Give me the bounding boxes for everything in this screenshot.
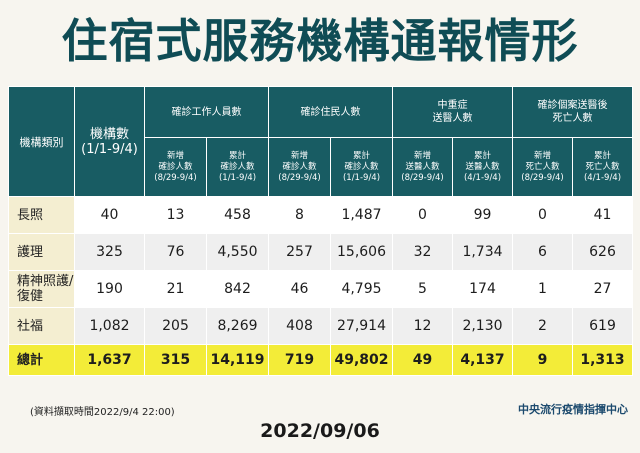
table-cell: 21 — [144, 270, 207, 308]
subheader-cell: 新增 死亡人數 (8/29-9/4) — [512, 137, 573, 197]
table-cell: 8,269 — [206, 307, 269, 345]
table-row: 長照 40 13 458 8 1,487 0 99 0 41 — [8, 196, 633, 234]
header-institutions-label: 機構數 — [89, 126, 129, 142]
subheader-cell: 新增 確診人數 (8/29-9/4) — [144, 137, 207, 197]
table-row: 護理 325 76 4,550 257 15,606 32 1,734 6 62… — [8, 233, 633, 271]
table-cell: 408 — [268, 307, 331, 345]
table-cell: 190 — [74, 270, 145, 308]
total-cell: 315 — [144, 344, 207, 376]
table-cell: 76 — [144, 233, 207, 271]
total-cell: 9 — [512, 344, 573, 376]
subheader-cell: 累計 死亡人數 (4/1-9/4) — [572, 137, 633, 197]
table-cell: 325 — [74, 233, 145, 271]
header-category: 機構類別 — [8, 86, 75, 197]
subheader-cell: 累計 確診人數 (1/1-9/4) — [330, 137, 393, 197]
table-row: 社福 1,082 205 8,269 408 27,914 12 2,130 2… — [8, 307, 633, 345]
total-cell: 14,119 — [206, 344, 269, 376]
table-cell: 626 — [572, 233, 633, 271]
header-group-hospitalized: 中重症 送醫人數 — [392, 86, 513, 138]
table-cell: 1,734 — [452, 233, 513, 271]
header-group-residents: 確診住民人數 — [268, 86, 393, 138]
total-cell: 4,137 — [452, 344, 513, 376]
table-cell: 40 — [74, 196, 145, 234]
table-cell: 1,487 — [330, 196, 393, 234]
subheader-cell: 新增 送醫人數 (8/29-9/4) — [392, 137, 453, 197]
table-cell: 174 — [452, 270, 513, 308]
table-cell: 15,606 — [330, 233, 393, 271]
total-cell: 719 — [268, 344, 331, 376]
table-cell: 6 — [512, 233, 573, 271]
table-cell: 41 — [572, 196, 633, 234]
table-cell: 842 — [206, 270, 269, 308]
table-row: 精神照護/ 復健 190 21 842 46 4,795 5 174 1 27 — [8, 270, 633, 308]
table-cell: 4,550 — [206, 233, 269, 271]
table-cell: 205 — [144, 307, 207, 345]
table-cell: 99 — [452, 196, 513, 234]
header-group-staff: 確診工作人員數 — [144, 86, 269, 138]
table-cell: 458 — [206, 196, 269, 234]
header-group-deaths: 確診個案送醫後 死亡人數 — [512, 86, 633, 138]
total-cell: 1,637 — [74, 344, 145, 376]
subheader-cell: 新增 確診人數 (8/29-9/4) — [268, 137, 331, 197]
table-cell: 0 — [512, 196, 573, 234]
table-cell: 2,130 — [452, 307, 513, 345]
table-cell: 0 — [392, 196, 453, 234]
total-cell: 49,802 — [330, 344, 393, 376]
row-category: 護理 — [8, 233, 75, 271]
total-cell: 1,313 — [572, 344, 633, 376]
total-cell: 49 — [392, 344, 453, 376]
table-cell: 2 — [512, 307, 573, 345]
table-cell: 27,914 — [330, 307, 393, 345]
table-cell: 12 — [392, 307, 453, 345]
table-cell: 46 — [268, 270, 331, 308]
table-cell: 4,795 — [330, 270, 393, 308]
subheader-cell: 累計 送醫人數 (4/1-9/4) — [452, 137, 513, 197]
table-cell: 5 — [392, 270, 453, 308]
table-cell: 1 — [512, 270, 573, 308]
row-category: 精神照護/ 復健 — [8, 270, 75, 308]
table-cell: 257 — [268, 233, 331, 271]
data-timestamp-note: (資料擷取時間2022/9/4 22:00) — [30, 407, 175, 418]
header-institutions-period: (1/1-9/4) — [81, 141, 138, 157]
table-cell: 619 — [572, 307, 633, 345]
total-row: 總計 1,637 315 14,119 719 49,802 49 4,137 … — [8, 344, 633, 376]
publish-date: 2022/09/06 — [260, 420, 380, 442]
page-title: 住宿式服務機構通報情形 — [61, 14, 579, 68]
agency-name: 中央流行疫情指揮中心 — [518, 403, 628, 416]
table-cell: 32 — [392, 233, 453, 271]
total-label: 總計 — [8, 344, 75, 376]
table-cell: 27 — [572, 270, 633, 308]
row-category: 社福 — [8, 307, 75, 345]
table-cell: 13 — [144, 196, 207, 234]
table-cell: 8 — [268, 196, 331, 234]
header-institutions: 機構數 (1/1-9/4) — [74, 86, 145, 197]
table-cell: 1,082 — [74, 307, 145, 345]
report-table: 機構類別 機構數 (1/1-9/4) 確診工作人員數 確診住民人數 中重症 送醫… — [8, 86, 633, 376]
subheader-cell: 累計 確診人數 (1/1-9/4) — [206, 137, 269, 197]
row-category: 長照 — [8, 196, 75, 234]
